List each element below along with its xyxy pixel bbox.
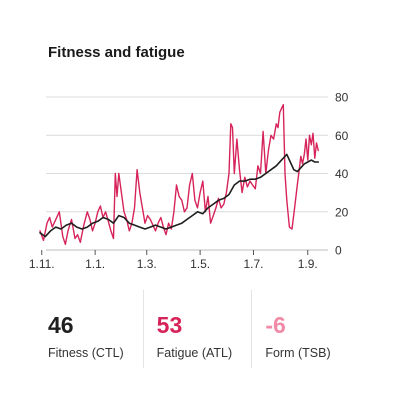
x-tick-label: 1.7. (243, 257, 263, 271)
y-tick-label: 60 (335, 129, 349, 143)
series-lines (39, 104, 320, 245)
y-tick-label: 20 (335, 205, 349, 219)
fatigue-label: Fatigue (ATL) (156, 346, 233, 360)
x-tick-label: 1.5. (190, 257, 210, 271)
form-value: -6 (265, 312, 286, 338)
summary-stats: 46 Fitness (CTL) 53 Fatigue (ATL) -6 For… (40, 290, 360, 368)
fatigue-stat: 53 Fatigue (ATL) (142, 290, 252, 368)
fitness-value: 46 (48, 312, 74, 338)
x-tick-label: 1.9. (298, 257, 318, 271)
fitness-stat: 46 Fitness (CTL) (40, 290, 143, 368)
x-tick-label: 1.11. (29, 257, 55, 271)
fitness-line (39, 153, 320, 238)
y-tick-label: 0 (335, 244, 342, 258)
y-tick-label: 80 (335, 91, 349, 105)
x-tick-label: 1.1. (85, 257, 105, 271)
fatigue-line (39, 104, 319, 245)
chart-title: Fitness and fatigue (48, 44, 185, 61)
x-tick-labels: 1.11. 1.1. 1.3. 1.5. 1.7. 1.9. (29, 250, 318, 271)
x-tick-label: 1.3. (137, 257, 157, 271)
grid-lines (46, 96, 328, 251)
form-label: Form (TSB) (265, 346, 331, 360)
y-tick-labels: 0 20 40 60 80 (335, 91, 349, 258)
fitness-fatigue-chart: 0 20 40 60 80 1.11. 1.1. 1.3. 1.5. 1.7. 1.9. (29, 91, 349, 272)
y-tick-label: 40 (335, 167, 349, 181)
fitness-label: Fitness (CTL) (48, 346, 124, 360)
fatigue-value: 53 (156, 312, 183, 338)
form-stat: -6 Form (TSB) (251, 290, 360, 368)
